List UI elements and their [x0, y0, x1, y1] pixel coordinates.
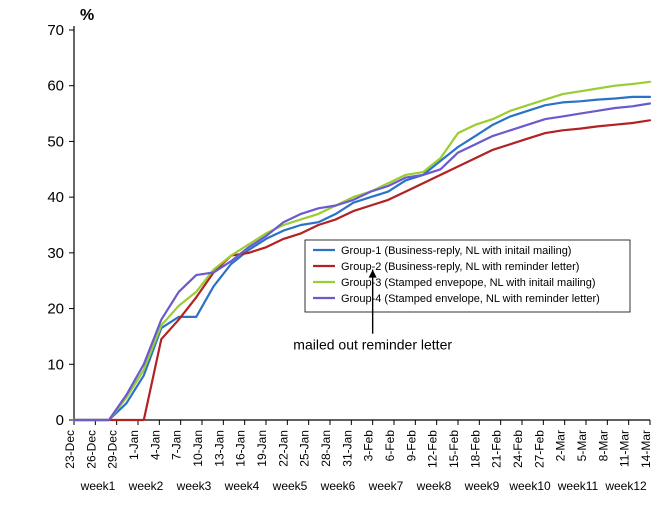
- week-label: week5: [272, 479, 308, 493]
- x-tick-label: 21-Feb: [490, 430, 504, 468]
- week-label: week6: [320, 479, 356, 493]
- y-tick-label: 70: [47, 22, 64, 39]
- x-tick-label: 27-Feb: [532, 430, 546, 468]
- x-tick-label: 10-Jan: [191, 430, 205, 467]
- y-tick-label: 50: [47, 133, 64, 150]
- x-tick-label: 9-Feb: [404, 430, 418, 462]
- x-tick-label: 14-Mar: [639, 430, 653, 468]
- y-tick-label: 10: [47, 356, 64, 373]
- week-label: week9: [464, 479, 500, 493]
- y-tick-label: 40: [47, 189, 64, 206]
- x-tick-label: 31-Jan: [340, 430, 354, 467]
- x-tick-label: 4-Jan: [148, 430, 162, 460]
- x-tick-label: 6-Feb: [383, 430, 397, 462]
- x-tick-label: 16-Jan: [234, 430, 248, 467]
- x-tick-label: 26-Dec: [84, 430, 98, 469]
- x-tick-label: 24-Feb: [511, 430, 525, 468]
- x-tick-label: 2-Mar: [554, 430, 568, 461]
- week-label: week3: [176, 479, 212, 493]
- x-tick-label: 5-Mar: [575, 430, 589, 461]
- week-label: week7: [368, 479, 404, 493]
- legend-label: Group-4 (Stamped envelope, NL with remin…: [341, 293, 600, 305]
- legend-label: Group-3 (Stamped envepope, NL with inita…: [341, 277, 596, 289]
- y-tick-label: 0: [56, 412, 64, 429]
- week-label: week1: [80, 479, 116, 493]
- x-tick-label: 23-Dec: [63, 430, 77, 469]
- x-tick-label: 28-Jan: [319, 430, 333, 467]
- y-axis-title: %: [80, 7, 94, 24]
- x-tick-label: 12-Feb: [426, 430, 440, 468]
- week-label: week11: [557, 479, 599, 493]
- y-tick-label: 60: [47, 78, 64, 95]
- callout-text: mailed out reminder letter: [293, 337, 452, 353]
- x-tick-label: 13-Jan: [212, 430, 226, 467]
- x-tick-label: 7-Jan: [170, 430, 184, 460]
- legend-label: Group-2 (Business-reply, NL with reminde…: [341, 261, 579, 273]
- x-tick-label: 15-Feb: [447, 430, 461, 468]
- week-label: week12: [604, 479, 647, 493]
- week-label: week10: [508, 479, 551, 493]
- x-tick-label: 8-Mar: [596, 430, 610, 461]
- week-label: week2: [128, 479, 164, 493]
- week-label: week8: [416, 479, 452, 493]
- chart-svg: 0 10 20 30 40 50 60 70% 23-Dec 26-Dec 29-Dec 1-Jan 4…: [0, 0, 665, 512]
- x-tick-label: 1-Jan: [127, 430, 141, 460]
- x-tick-label: 22-Jan: [276, 430, 290, 467]
- y-tick-label: 30: [47, 245, 64, 262]
- x-tick-label: 29-Dec: [106, 430, 120, 469]
- x-tick-label: 18-Feb: [468, 430, 482, 468]
- chart-container: 0 10 20 30 40 50 60 70% 23-Dec 26-Dec 29-Dec 1-Jan 4…: [0, 0, 665, 512]
- x-tick-label: 11-Mar: [618, 430, 632, 467]
- y-tick-label: 20: [47, 301, 64, 318]
- legend-label: Group-1 (Business-reply, NL with initail…: [341, 245, 571, 257]
- x-tick-label: 25-Jan: [298, 430, 312, 467]
- x-tick-label: 19-Jan: [255, 430, 269, 467]
- week-label: week4: [224, 479, 260, 493]
- x-tick-label: 3-Feb: [362, 430, 376, 462]
